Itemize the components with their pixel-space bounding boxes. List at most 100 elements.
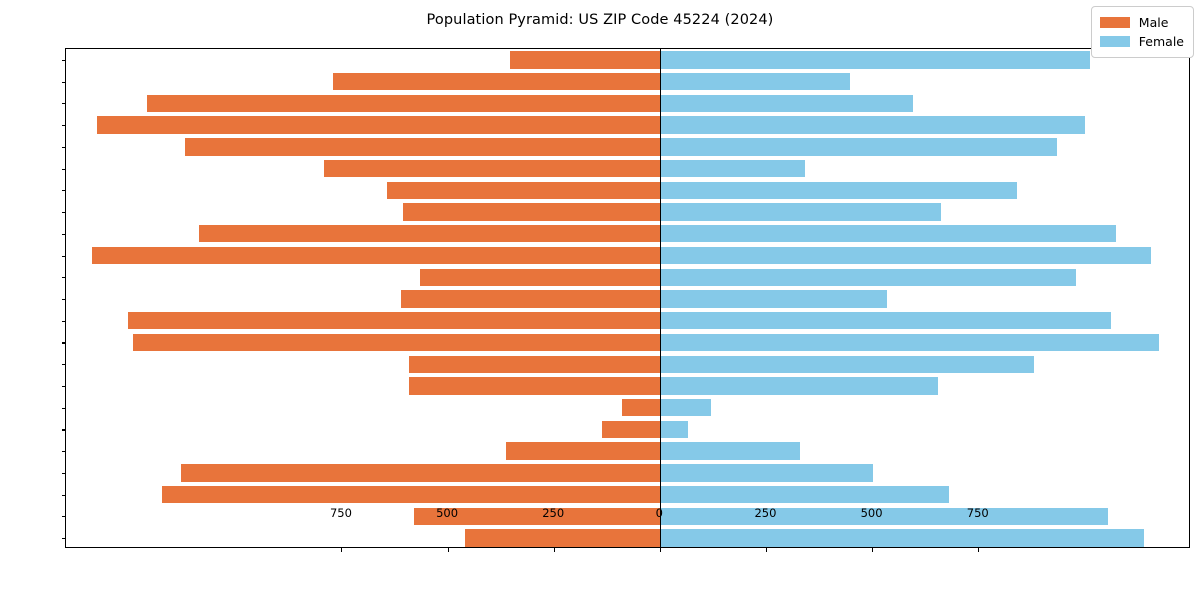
bar-male-40-44[interactable] <box>401 290 661 308</box>
ytick-mark <box>61 59 66 61</box>
bar-row <box>66 399 1189 417</box>
bar-row <box>66 138 1189 156</box>
bar-female-40-44[interactable] <box>660 290 888 308</box>
bar-female-10-14[interactable] <box>660 485 949 504</box>
ytick-mark <box>61 81 66 83</box>
bar-female-55-59[interactable] <box>660 225 1116 243</box>
xtick-mark <box>447 547 449 552</box>
bar-male-50-54[interactable] <box>91 246 661 265</box>
bar-male-30-34[interactable] <box>132 333 661 352</box>
bar-male-under-5[interactable] <box>465 529 661 547</box>
bar-male-70-74[interactable] <box>97 116 661 134</box>
bar-row <box>66 268 1189 286</box>
bar-female-45-49[interactable] <box>660 268 1077 286</box>
bar-female-30-34[interactable] <box>660 333 1160 352</box>
ytick-mark <box>61 103 66 105</box>
ytick-mark <box>61 212 66 214</box>
bar-male-21[interactable] <box>622 399 661 417</box>
xtick-mark <box>341 547 343 552</box>
legend-label-female: Female <box>1138 34 1184 49</box>
bar-female-75-79[interactable] <box>660 94 913 113</box>
ytick-mark <box>61 538 66 540</box>
bar-male-67-69[interactable] <box>184 138 661 156</box>
bar-female-65-66[interactable] <box>660 159 805 178</box>
bar-female-50-54[interactable] <box>660 246 1152 265</box>
bar-male-20[interactable] <box>601 420 661 439</box>
bar-row <box>66 485 1189 504</box>
bar-female-70-74[interactable] <box>660 116 1085 134</box>
bar-male-85-[interactable] <box>509 51 661 69</box>
bar-row <box>66 159 1189 178</box>
bar-row <box>66 94 1189 113</box>
bar-male-25-29[interactable] <box>409 355 661 373</box>
bar-female-22-24[interactable] <box>660 377 939 395</box>
xtick-label: 500 <box>436 506 459 520</box>
bar-row <box>66 116 1189 134</box>
ytick-mark <box>61 342 66 344</box>
bar-row <box>66 72 1189 91</box>
bar-female-80-84[interactable] <box>660 72 850 91</box>
bar-female-25-29[interactable] <box>660 355 1034 373</box>
legend-entry-female[interactable]: Female <box>1099 32 1184 51</box>
ytick-mark <box>61 320 66 322</box>
bar-female-60-61[interactable] <box>660 203 941 221</box>
ytick-mark <box>61 494 66 496</box>
bar-male-5-9[interactable] <box>414 507 661 526</box>
bar-row <box>66 464 1189 482</box>
ytick-mark <box>61 364 66 366</box>
bar-male-45-49[interactable] <box>420 268 661 286</box>
bar-female-35-39[interactable] <box>660 312 1112 330</box>
bar-female-21[interactable] <box>660 399 712 417</box>
legend-swatch-male <box>1099 17 1130 28</box>
bar-row <box>66 442 1189 460</box>
bar-female-62-64[interactable] <box>660 181 1017 199</box>
ytick-mark <box>61 168 66 170</box>
ytick-mark <box>61 146 66 148</box>
bars-layer <box>66 49 1189 547</box>
bar-row <box>66 203 1189 221</box>
ytick-mark <box>61 125 66 127</box>
bar-female-under-5[interactable] <box>660 529 1145 547</box>
xtick-label: 500 <box>860 506 883 520</box>
bar-row <box>66 225 1189 243</box>
ytick-mark <box>61 299 66 301</box>
ytick-mark <box>61 472 66 474</box>
bar-male-65-66[interactable] <box>324 159 661 178</box>
bar-male-62-64[interactable] <box>386 181 661 199</box>
xtick-mark <box>659 547 661 552</box>
bar-female-5-9[interactable] <box>660 507 1109 526</box>
bar-row <box>66 529 1189 547</box>
bar-female-85-[interactable] <box>660 51 1091 69</box>
bar-female-15-17[interactable] <box>660 464 873 482</box>
bar-male-18-19[interactable] <box>506 442 661 460</box>
bar-male-35-39[interactable] <box>128 312 661 330</box>
xtick-mark <box>553 547 555 552</box>
ytick-mark <box>61 233 66 235</box>
bar-row <box>66 312 1189 330</box>
bar-male-80-84[interactable] <box>332 72 661 91</box>
xtick-mark <box>872 547 874 552</box>
ytick-mark <box>61 516 66 518</box>
bar-female-20[interactable] <box>660 420 688 439</box>
bar-male-75-79[interactable] <box>146 94 661 113</box>
ytick-mark <box>61 277 66 279</box>
bar-row <box>66 355 1189 373</box>
bar-female-67-69[interactable] <box>660 138 1058 156</box>
xtick-label: 0 <box>655 506 663 520</box>
bar-male-60-61[interactable] <box>402 203 661 221</box>
ytick-mark <box>61 407 66 409</box>
bar-row <box>66 181 1189 199</box>
bar-male-22-24[interactable] <box>408 377 661 395</box>
legend-entry-male[interactable]: Male <box>1099 13 1184 32</box>
xtick-label: 250 <box>754 506 777 520</box>
bar-row <box>66 377 1189 395</box>
bar-male-10-14[interactable] <box>162 485 661 504</box>
bar-row <box>66 290 1189 308</box>
xtick-mark <box>978 547 980 552</box>
bar-male-55-59[interactable] <box>199 225 661 243</box>
bar-row <box>66 246 1189 265</box>
bar-female-18-19[interactable] <box>660 442 801 460</box>
bar-male-15-17[interactable] <box>180 464 661 482</box>
ytick-mark <box>61 385 66 388</box>
